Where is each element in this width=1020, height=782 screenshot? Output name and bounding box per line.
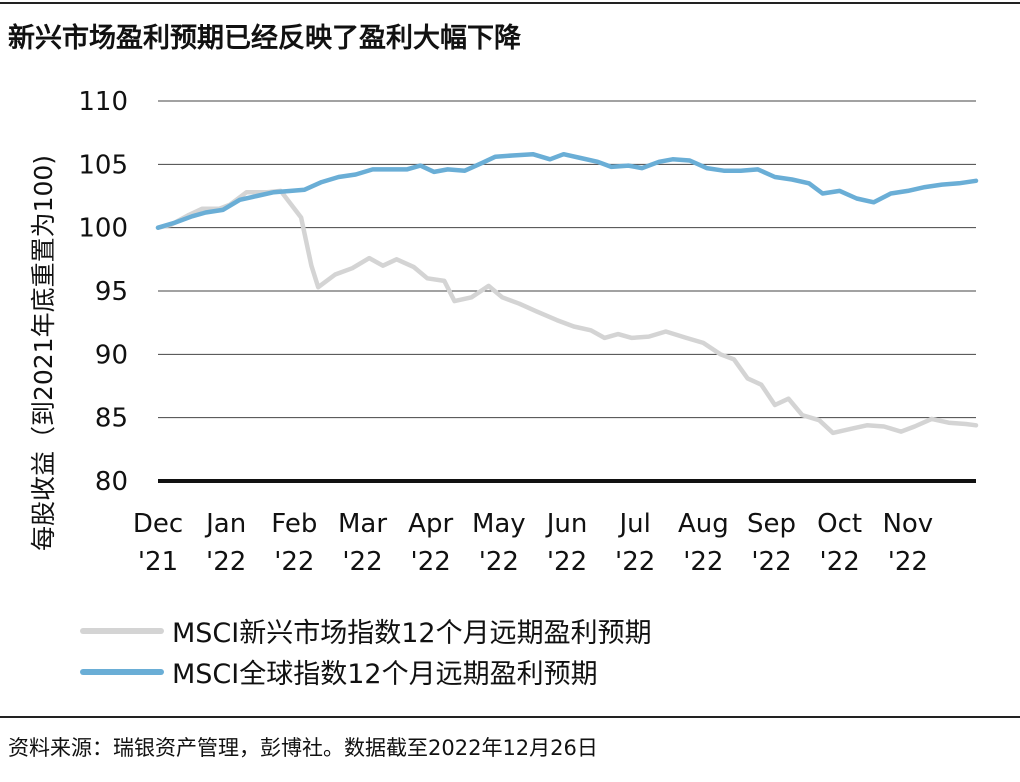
x-tick-label-month: Jun [545,509,588,539]
x-tick-label-month: May [472,509,526,539]
x-tick-label-year: '22 [479,547,519,577]
x-tick-label-year: '22 [888,547,928,577]
x-tick-label-month: Feb [271,509,317,539]
series-line-global [155,151,979,230]
x-tick-label-month: Jul [617,509,650,539]
x-tick-label-year: '21 [138,547,178,577]
chart-title: 新兴市场盈利预期已经反映了盈利大幅下降 [8,23,521,54]
y-axis-label: 每股收益（到2021年底重置为100) [29,155,58,551]
x-tick-label-year: '22 [751,547,791,577]
x-tick-label-year: '22 [342,547,382,577]
bottom-rule [0,716,1020,718]
x-tick-label-year: '22 [820,547,860,577]
legend-label-global: MSCI全球指数12个月远期盈利预期 [172,659,598,690]
legend-swatch-em [80,627,164,634]
x-tick-label-month: Nov [882,509,933,539]
x-tick-label-month: Jan [204,509,246,539]
y-tick-label: 105 [78,150,128,180]
x-tick-label-month: Oct [817,509,862,539]
legend-item-em: MSCI新兴市场指数12个月远期盈利预期 [80,611,652,650]
source-note: 资料来源：瑞银资产管理，彭博社。数据截至2022年12月26日 [8,736,598,760]
x-tick-label-year: '22 [615,547,655,577]
x-tick-label-year: '22 [547,547,587,577]
x-tick-label-month: Dec [133,509,183,539]
x-tick-label-month: Aug [678,509,729,539]
y-tick-label: 100 [78,214,128,244]
y-tick-label: 80 [95,467,128,497]
x-tick-label-year: '22 [683,547,723,577]
x-tick-label-year: '22 [274,547,314,577]
series-line-em [155,188,979,436]
x-tick-label-month: Mar [338,509,387,539]
x-tick-label-year: '22 [411,547,451,577]
top-rule [0,2,1020,4]
y-tick-label: 90 [95,340,128,370]
legend-swatch-global [80,668,164,675]
y-tick-label: 95 [95,277,128,307]
x-tick-label-month: Sep [747,509,796,539]
y-tick-label: 85 [95,404,128,434]
line-chart: 80 85 90 95 100 105 110 Dec '21 Jan '22 Feb '22 Mar '2… [29,87,979,577]
x-tick-label-month: Apr [408,509,453,539]
y-tick-label: 110 [78,87,128,117]
legend-item-global: MSCI全球指数12个月远期盈利预期 [80,652,598,691]
legend-label-em: MSCI新兴市场指数12个月远期盈利预期 [172,618,652,649]
x-tick-label-year: '22 [206,547,246,577]
